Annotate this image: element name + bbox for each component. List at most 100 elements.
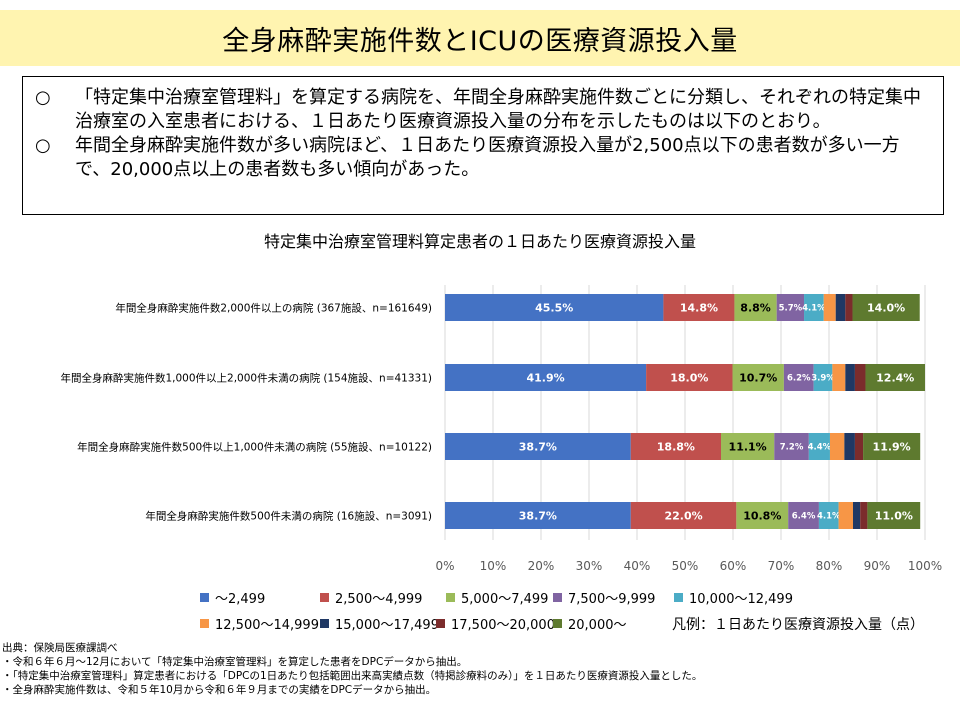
x-tick-label: 100% <box>908 559 942 573</box>
legend-swatch <box>446 593 455 602</box>
title-band: 全身麻酔実施件数とICUの医療資源投入量 <box>0 10 960 66</box>
data-label: 38.7% <box>519 510 557 523</box>
bar-segment <box>853 502 861 529</box>
data-label: 14.8% <box>680 302 718 315</box>
source-note: ・令和６年６月～12月において「特定集中治療室管理料」を算定した患者をDPCデー… <box>2 656 468 668</box>
bar-segment <box>854 433 864 460</box>
bar-segment <box>734 294 777 321</box>
chart-title: 特定集中治療室管理料算定患者の１日あたり医療資源投入量 <box>263 232 696 251</box>
legend-swatch <box>320 593 329 602</box>
bar-segment <box>867 502 921 529</box>
bar-segment <box>829 433 845 460</box>
bar-segment <box>736 502 789 529</box>
bar-segment <box>646 364 733 391</box>
data-label: 18.0% <box>670 372 708 385</box>
bar-segment <box>663 294 735 321</box>
data-label: 5.7% <box>779 304 803 314</box>
legend-label: 2,500～4,999 <box>335 592 423 607</box>
legend-item: 12,500～14,999 <box>200 614 319 633</box>
data-label: 4.1% <box>802 304 826 314</box>
page-title: 全身麻酔実施件数とICUの医療資源投入量 <box>222 25 738 57</box>
bar-segment <box>863 433 921 460</box>
legend-swatch <box>553 593 562 602</box>
x-tick-label: 90% <box>864 559 891 573</box>
bullet-circle-icon: ○ <box>35 87 51 108</box>
legend-label: 20,000～ <box>568 618 627 633</box>
bar-segment <box>835 294 846 321</box>
legend-label: 10,000～12,499 <box>689 592 793 607</box>
data-label: 6.4% <box>792 512 816 522</box>
data-label: 4.1% <box>817 512 841 522</box>
x-tick-label: 60% <box>720 559 747 573</box>
bar-segment <box>865 364 925 391</box>
category-label: 年間全身麻酔実施件数1,000件以上2,000件未満の病院 (154施設、n=4… <box>60 372 432 385</box>
legend-swatch <box>200 593 209 602</box>
legend-label: ～2,499 <box>215 592 266 607</box>
data-label: 38.7% <box>519 441 557 454</box>
legend-label: 15,000～17,499 <box>335 618 439 633</box>
legend-swatch <box>553 619 562 628</box>
data-label: 14.0% <box>867 302 905 315</box>
data-label: 11.9% <box>873 441 911 454</box>
source-note: ・全身麻酔実施件数は、令和５年10月から令和６年９月までの実績をDPCデータから… <box>2 684 437 696</box>
legend-label: 7,500～9,999 <box>568 592 656 607</box>
summary-item: ○ 「特定集中治療室管理料」を算定する病院を、年間全身麻酔実施件数ごとに分類し、… <box>35 86 933 134</box>
data-label: 10.8% <box>743 510 781 523</box>
legend-item: 20,000～ <box>553 614 627 633</box>
data-label: 11.1% <box>729 441 767 454</box>
category-label: 年間全身麻酔実施件数2,000件以上の病院 (367施設、n=161649) <box>115 302 432 315</box>
bar-segment <box>838 502 853 529</box>
bar-segment <box>445 364 647 391</box>
bar-segment <box>832 364 846 391</box>
data-label: 6.2% <box>787 374 811 384</box>
data-label: 11.0% <box>875 510 913 523</box>
legend-item: 10,000～12,499 <box>674 588 793 607</box>
legend-item: 5,000～7,499 <box>446 588 548 607</box>
source-notes: 出典：保険局医療課調べ ・令和６年６月～12月において「特定集中治療室管理料」を… <box>2 641 702 697</box>
bar-segment <box>732 364 784 391</box>
legend-item: 15,000～17,499 <box>320 614 439 633</box>
data-label: 18.8% <box>657 441 695 454</box>
legend-item: 7,500～9,999 <box>553 588 655 607</box>
source-heading: 出典：保険局医療課調べ <box>2 642 118 654</box>
x-tick-label: 30% <box>576 559 603 573</box>
legend-swatch <box>436 619 445 628</box>
x-tick-label: 70% <box>768 559 795 573</box>
x-tick-label: 40% <box>624 559 651 573</box>
bar-segment <box>774 433 809 460</box>
data-label: 10.7% <box>739 372 777 385</box>
bar-segment <box>776 294 805 321</box>
data-label: 41.9% <box>526 372 564 385</box>
bar-segment <box>630 502 737 529</box>
bar-segment <box>445 294 664 321</box>
summary-text: 年間全身麻酔実施件数が多い病院ほど、１日あたり医療資源投入量が2,500点以下の… <box>75 135 900 180</box>
x-tick-label: 0% <box>435 559 454 573</box>
bar-segment <box>818 502 839 529</box>
x-tick-label: 20% <box>528 559 555 573</box>
bar-segment <box>845 294 853 321</box>
bar-segment <box>852 294 920 321</box>
summary-box: ○ 「特定集中治療室管理料」を算定する病院を、年間全身麻酔実施件数ごとに分類し、… <box>22 76 944 215</box>
category-label: 年間全身麻酔実施件数500件未満の病院 (16施設、n=3091) <box>145 510 432 523</box>
legend-caption: 凡例：１日あたり医療資源投入量（点） <box>672 617 924 633</box>
source-note: ・「特定集中治療室管理料」算定患者における「DPCの1日あたり包括範囲出来高実績… <box>2 670 703 682</box>
bar-segment <box>721 433 775 460</box>
legend-label: 12,500～14,999 <box>215 618 319 633</box>
data-label: 45.5% <box>535 302 573 315</box>
bar-segment <box>783 364 814 391</box>
stacked-bar-chart: 0% 10% 20% 30% 40% 50% 60% 70% 80% 90% 100% 年間全身麻酔実… <box>60 285 942 573</box>
bar-segment <box>823 294 836 321</box>
bar-segment <box>808 433 830 460</box>
bar-segment <box>845 364 855 391</box>
bar-segment <box>860 502 868 529</box>
bar-segment <box>854 364 866 391</box>
data-label: 7.2% <box>780 443 804 453</box>
bar-segment <box>813 364 833 391</box>
legend-item: 2,500～4,999 <box>320 588 422 607</box>
summary-item: ○ 年間全身麻酔実施件数が多い病院ほど、１日あたり医療資源投入量が2,500点以… <box>35 134 933 182</box>
legend-swatch <box>320 619 329 628</box>
bar-segment <box>445 433 631 460</box>
data-label: 8.8% <box>740 302 771 315</box>
data-label: 22.0% <box>664 510 702 523</box>
summary-text: 「特定集中治療室管理料」を算定する病院を、年間全身麻酔実施件数ごとに分類し、それ… <box>75 87 921 132</box>
